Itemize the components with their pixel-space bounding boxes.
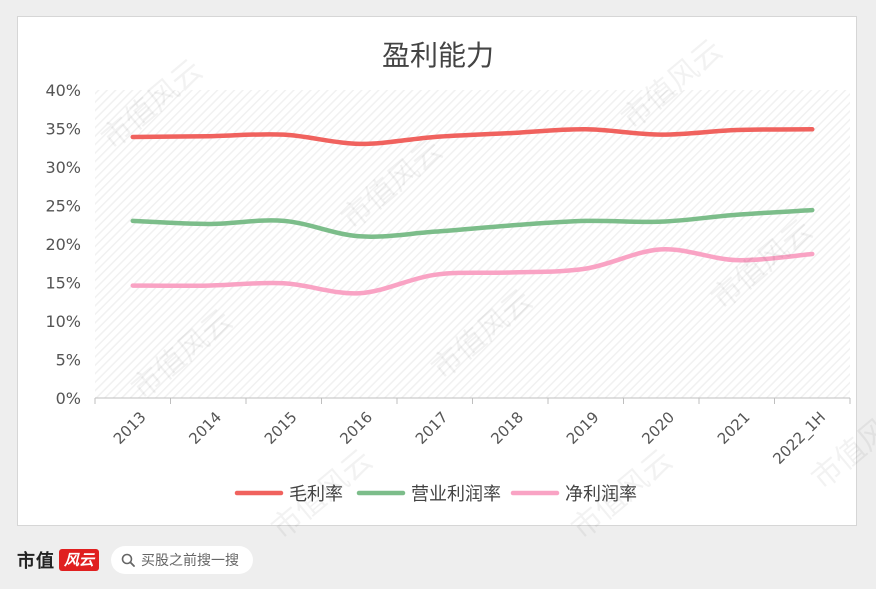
x-tick-label: 2016 <box>336 408 376 448</box>
x-tick-label: 2022_1H <box>769 408 829 468</box>
x-tick-label: 2017 <box>412 408 452 448</box>
search-icon <box>121 553 135 567</box>
y-tick-label: 20% <box>45 235 81 254</box>
y-tick-label: 10% <box>45 312 81 331</box>
brand-seal: 风云 <box>59 549 100 571</box>
search-placeholder: 买股之前搜一搜 <box>141 553 240 569</box>
brand-logo[interactable]: 市值 风云 <box>17 547 100 573</box>
y-tick-label: 35% <box>45 120 81 139</box>
series-line-0 <box>130 127 815 147</box>
legend-label-0: 毛利率 <box>289 484 343 505</box>
brand-text: 市值 <box>17 551 55 572</box>
x-tick-label: 2014 <box>185 408 225 448</box>
x-tick-label: 2020 <box>638 408 678 448</box>
chart-title: 盈利能力 <box>382 39 494 72</box>
y-tick-label: 0% <box>56 389 81 408</box>
x-tick-label: 2018 <box>487 408 527 448</box>
y-tick-label: 25% <box>45 197 81 216</box>
legend-label-1: 营业利润率 <box>411 484 501 505</box>
x-tick-label: 2021 <box>714 408 754 448</box>
y-tick-label: 5% <box>56 351 81 370</box>
y-tick-label: 40% <box>45 81 81 100</box>
search-box[interactable]: 买股之前搜一搜 <box>111 546 254 574</box>
x-tick-label: 2013 <box>110 408 150 448</box>
chart-card: 盈利能力 0% 5% 10% 15% 20% 25% 30% 35% 40% 2013 2014 20… <box>17 16 857 526</box>
y-tick-label: 30% <box>45 158 81 177</box>
chart: 盈利能力 0% 5% 10% 15% 20% 25% 30% 35% 40% 2013 2014 20… <box>45 39 851 505</box>
y-tick-label: 15% <box>45 274 81 293</box>
series-line-1 <box>130 207 815 239</box>
series-line-2 <box>130 247 815 296</box>
footer: 市值 风云 买股之前搜一搜 <box>17 544 254 576</box>
plot-area <box>95 90 850 398</box>
legend-label-2: 净利润率 <box>565 484 637 505</box>
x-tick-label: 2015 <box>261 408 301 448</box>
x-tick-label: 2019 <box>563 408 603 448</box>
